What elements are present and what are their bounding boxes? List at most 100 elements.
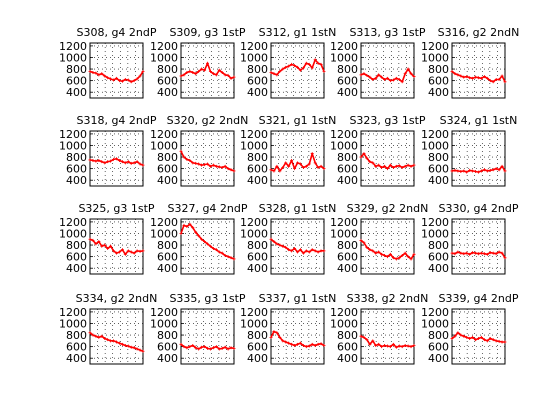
subplot-title: S338, g2 2ndN [347,292,429,305]
y-tick-label: 1200 [59,128,87,141]
data-point [203,68,207,72]
data-point [377,342,381,346]
y-tick-label: 800 [66,329,87,342]
plot-area [270,42,325,99]
data-point [488,251,492,255]
data-point [371,339,375,343]
data-point [394,345,398,349]
data-point [94,242,98,246]
data-point [188,69,192,73]
data-point [211,163,215,167]
data-point [208,164,212,168]
data-point [298,162,302,166]
data-point [394,164,398,168]
data-point [229,76,233,80]
data-point [115,76,118,80]
data-point [138,348,142,352]
y-tick-label: 1200 [240,40,268,53]
subplot-title: S325, g3 1stP [78,202,154,215]
data-point [296,250,299,254]
subplot-title: S316, g2 2ndN [438,26,520,39]
y-tick-label: 600 [337,251,358,264]
data-point [100,72,104,76]
data-point [100,244,104,248]
data-point [503,256,507,260]
data-point [365,338,369,342]
data-point [409,345,413,349]
y-tick-label: 400 [66,86,87,99]
data-point [278,335,282,339]
data-point [383,343,387,347]
data-point [403,164,407,168]
y-tick-label: 800 [66,239,87,252]
y-tick-label: 400 [66,174,87,187]
data-point [482,252,486,256]
data-point [477,252,480,256]
plot-area [360,308,415,365]
data-point [359,334,363,338]
data-point [97,335,101,339]
data-point [459,170,463,174]
data-point [197,162,201,166]
data-point [281,244,285,248]
data-point [365,156,369,160]
data-point [403,251,407,255]
data-point [391,342,395,346]
y-tick-label: 1200 [240,128,268,141]
data-point [188,345,192,349]
data-point [380,165,384,169]
y-tick-label: 400 [337,86,358,99]
data-point [304,164,308,168]
data-point [386,255,389,259]
data-point [456,250,460,254]
subplot-title: S329, g2 2ndN [347,202,429,215]
plot-area [180,218,235,275]
data-point [298,341,302,345]
y-tick-label: 400 [428,86,449,99]
data-point [494,77,498,81]
data-point [211,247,215,251]
data-point [310,66,314,70]
data-point [103,243,107,247]
data-point [459,333,463,337]
data-point [141,249,145,253]
y-tick-label: 600 [66,163,87,176]
data-point [120,248,124,252]
data-point [409,72,413,76]
data-point [203,345,207,349]
data-point [377,163,381,167]
data-point [293,167,297,171]
data-point [141,69,145,73]
plot-area [89,42,144,99]
data-point [406,163,410,167]
y-tick-label: 400 [247,174,268,187]
data-point [406,255,410,259]
data-point [284,340,288,344]
data-point [179,74,183,78]
data-point [88,331,92,335]
data-point [191,71,195,75]
data-point [275,331,279,335]
data-point [117,250,121,254]
data-point [471,76,475,80]
y-tick-label: 800 [428,329,449,342]
data-point [471,251,475,255]
data-point [94,71,98,75]
data-point [278,69,282,73]
data-point [287,164,291,168]
data-point [272,72,276,76]
data-point [313,249,317,253]
data-point [272,169,276,173]
data-point [397,164,401,168]
data-point [208,347,212,351]
data-point [474,75,478,79]
data-point [206,61,209,65]
data-point [284,161,288,165]
data-point [200,67,204,71]
data-point [391,165,395,169]
data-point [214,345,218,349]
data-point [412,163,416,167]
data-point [132,79,136,83]
